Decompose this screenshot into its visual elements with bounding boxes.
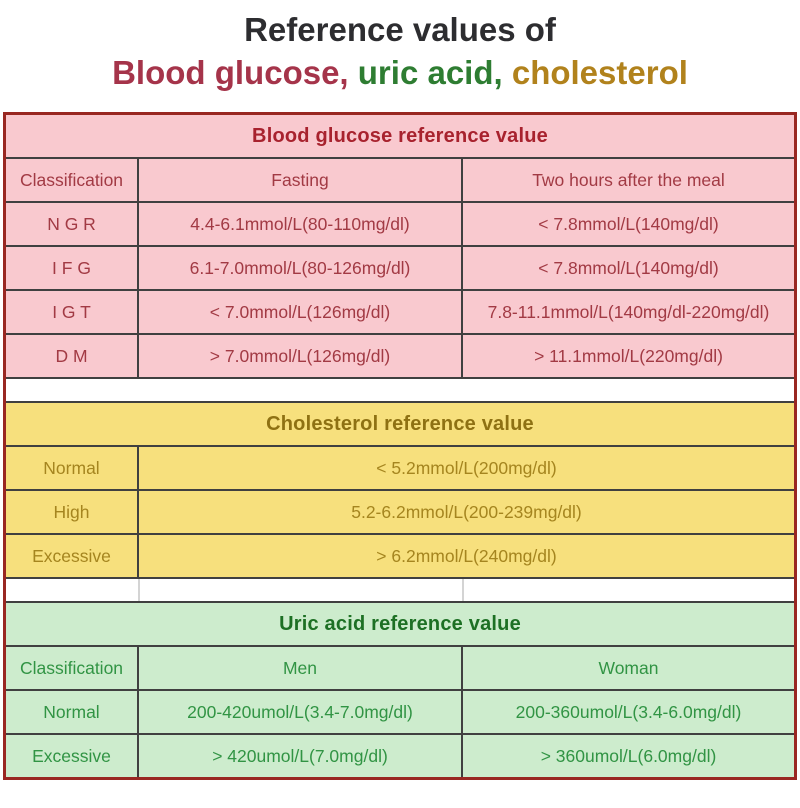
uric-acid-table-title: Uric acid reference value bbox=[6, 603, 794, 647]
row-label: N G R bbox=[6, 201, 139, 247]
table-row: High 5.2-6.2mmol/L(200-239mg/dl) bbox=[6, 489, 794, 535]
blood-glucose-table: Blood glucose reference value Classifica… bbox=[6, 115, 794, 377]
cell-value: 4.4-6.1mmol/L(80-110mg/dl) bbox=[137, 201, 463, 247]
cell-value: < 7.0mmol/L(126mg/dl) bbox=[137, 289, 463, 335]
cholesterol-table: Cholesterol reference value Normal < 5.2… bbox=[6, 403, 794, 577]
row-label: Excessive bbox=[6, 533, 139, 577]
cell-value: > 7.0mmol/L(126mg/dl) bbox=[137, 333, 463, 377]
table-row: Excessive > 6.2mmol/L(240mg/dl) bbox=[6, 533, 794, 577]
row-label: I F G bbox=[6, 245, 139, 291]
table-title-row: Uric acid reference value bbox=[6, 603, 794, 647]
subtitle-blood-glucose: Blood glucose, bbox=[112, 54, 349, 91]
separator-column-divider bbox=[462, 579, 464, 601]
page-subtitle: Blood glucose, uric acid, cholesterol bbox=[0, 52, 800, 94]
cell-value: < 7.8mmol/L(140mg/dl) bbox=[461, 245, 794, 291]
cell-value: 5.2-6.2mmol/L(200-239mg/dl) bbox=[137, 489, 794, 535]
cell-value: > 11.1mmol/L(220mg/dl) bbox=[461, 333, 794, 377]
table-row: D M > 7.0mmol/L(126mg/dl) > 11.1mmol/L(2… bbox=[6, 333, 794, 377]
cholesterol-table-title: Cholesterol reference value bbox=[6, 403, 794, 447]
column-header-classification: Classification bbox=[6, 157, 139, 203]
row-label: Normal bbox=[6, 445, 139, 491]
column-header-classification: Classification bbox=[6, 645, 139, 691]
cell-value: > 420umol/L(7.0mg/dl) bbox=[137, 733, 463, 777]
cell-value: < 5.2mmol/L(200mg/dl) bbox=[137, 445, 794, 491]
reference-tables-board: Blood glucose reference value Classifica… bbox=[3, 112, 797, 780]
page-title: Reference values of bbox=[244, 11, 556, 48]
section-separator bbox=[6, 377, 794, 403]
table-header-row: Classification Fasting Two hours after t… bbox=[6, 157, 794, 203]
table-row: Normal 200-420umol/L(3.4-7.0mg/dl) 200-3… bbox=[6, 689, 794, 735]
column-header-fasting: Fasting bbox=[137, 157, 463, 203]
cell-value: 200-360umol/L(3.4-6.0mg/dl) bbox=[461, 689, 794, 735]
row-label: High bbox=[6, 489, 139, 535]
cell-value: 7.8-11.1mmol/L(140mg/dl-220mg/dl) bbox=[461, 289, 794, 335]
subtitle-cholesterol: cholesterol bbox=[502, 54, 688, 91]
table-title-row: Cholesterol reference value bbox=[6, 403, 794, 447]
row-label: Excessive bbox=[6, 733, 139, 777]
cell-value: > 6.2mmol/L(240mg/dl) bbox=[137, 533, 794, 577]
column-header-woman: Woman bbox=[461, 645, 794, 691]
blood-glucose-table-title: Blood glucose reference value bbox=[6, 115, 794, 159]
cell-value: 200-420umol/L(3.4-7.0mg/dl) bbox=[137, 689, 463, 735]
table-row: Normal < 5.2mmol/L(200mg/dl) bbox=[6, 445, 794, 491]
table-title-row: Blood glucose reference value bbox=[6, 115, 794, 159]
cell-value: < 7.8mmol/L(140mg/dl) bbox=[461, 201, 794, 247]
subtitle-uric-acid: uric acid, bbox=[348, 54, 503, 91]
table-row: I F G 6.1-7.0mmol/L(80-126mg/dl) < 7.8mm… bbox=[6, 245, 794, 291]
row-label: Normal bbox=[6, 689, 139, 735]
table-header-row: Classification Men Woman bbox=[6, 645, 794, 691]
row-label: I G T bbox=[6, 289, 139, 335]
column-header-two-hours: Two hours after the meal bbox=[461, 157, 794, 203]
column-header-men: Men bbox=[137, 645, 463, 691]
table-row: I G T < 7.0mmol/L(126mg/dl) 7.8-11.1mmol… bbox=[6, 289, 794, 335]
table-row: Excessive > 420umol/L(7.0mg/dl) > 360umo… bbox=[6, 733, 794, 777]
section-separator bbox=[6, 577, 794, 603]
uric-acid-table: Uric acid reference value Classification… bbox=[6, 603, 794, 777]
cell-value: 6.1-7.0mmol/L(80-126mg/dl) bbox=[137, 245, 463, 291]
row-label: D M bbox=[6, 333, 139, 377]
page-header: Reference values of Blood glucose, uric … bbox=[0, 8, 800, 94]
table-row: N G R 4.4-6.1mmol/L(80-110mg/dl) < 7.8mm… bbox=[6, 201, 794, 247]
cell-value: > 360umol/L(6.0mg/dl) bbox=[461, 733, 794, 777]
separator-column-divider bbox=[138, 579, 140, 601]
